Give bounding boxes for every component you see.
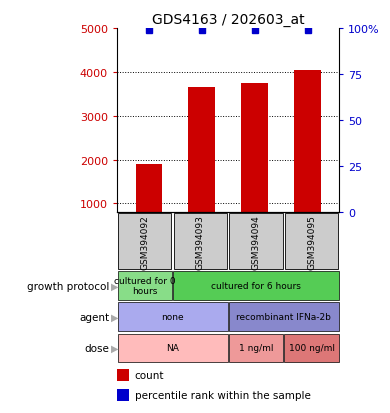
Text: growth protocol: growth protocol [27,281,109,291]
Text: recombinant IFNa-2b: recombinant IFNa-2b [236,313,331,321]
Bar [136,164,162,213]
Text: NA: NA [166,344,179,352]
Text: cultured for 0
hours: cultured for 0 hours [114,276,176,296]
Bar [229,214,283,269]
Text: ▶: ▶ [111,281,119,291]
Text: agent: agent [79,312,109,322]
Text: GSM394094: GSM394094 [252,214,261,269]
Bar [284,334,339,362]
Bar [117,334,228,362]
Bar [294,71,321,213]
Bar [285,214,338,269]
Bar [173,272,339,300]
Bar [117,389,129,401]
Text: dose: dose [84,343,109,353]
Text: cultured for 6 hours: cultured for 6 hours [211,282,301,290]
Text: none: none [161,313,184,321]
Bar [117,369,129,381]
Text: GSM394092: GSM394092 [140,214,149,269]
Bar [188,88,215,213]
Text: ▶: ▶ [111,312,119,322]
Bar [118,214,172,269]
Text: 1 ng/ml: 1 ng/ml [239,344,273,352]
Text: GSM394095: GSM394095 [307,214,316,269]
Bar [229,303,339,331]
Bar [117,303,228,331]
Bar [174,214,227,269]
Text: count: count [135,370,164,380]
Bar [229,334,283,362]
Bar [117,272,172,300]
Text: GSM394093: GSM394093 [196,214,205,269]
Text: percentile rank within the sample: percentile rank within the sample [135,390,311,400]
Text: 100 ng/ml: 100 ng/ml [289,344,335,352]
Bar [241,83,268,213]
Text: ▶: ▶ [111,343,119,353]
Title: GDS4163 / 202603_at: GDS4163 / 202603_at [152,12,305,26]
